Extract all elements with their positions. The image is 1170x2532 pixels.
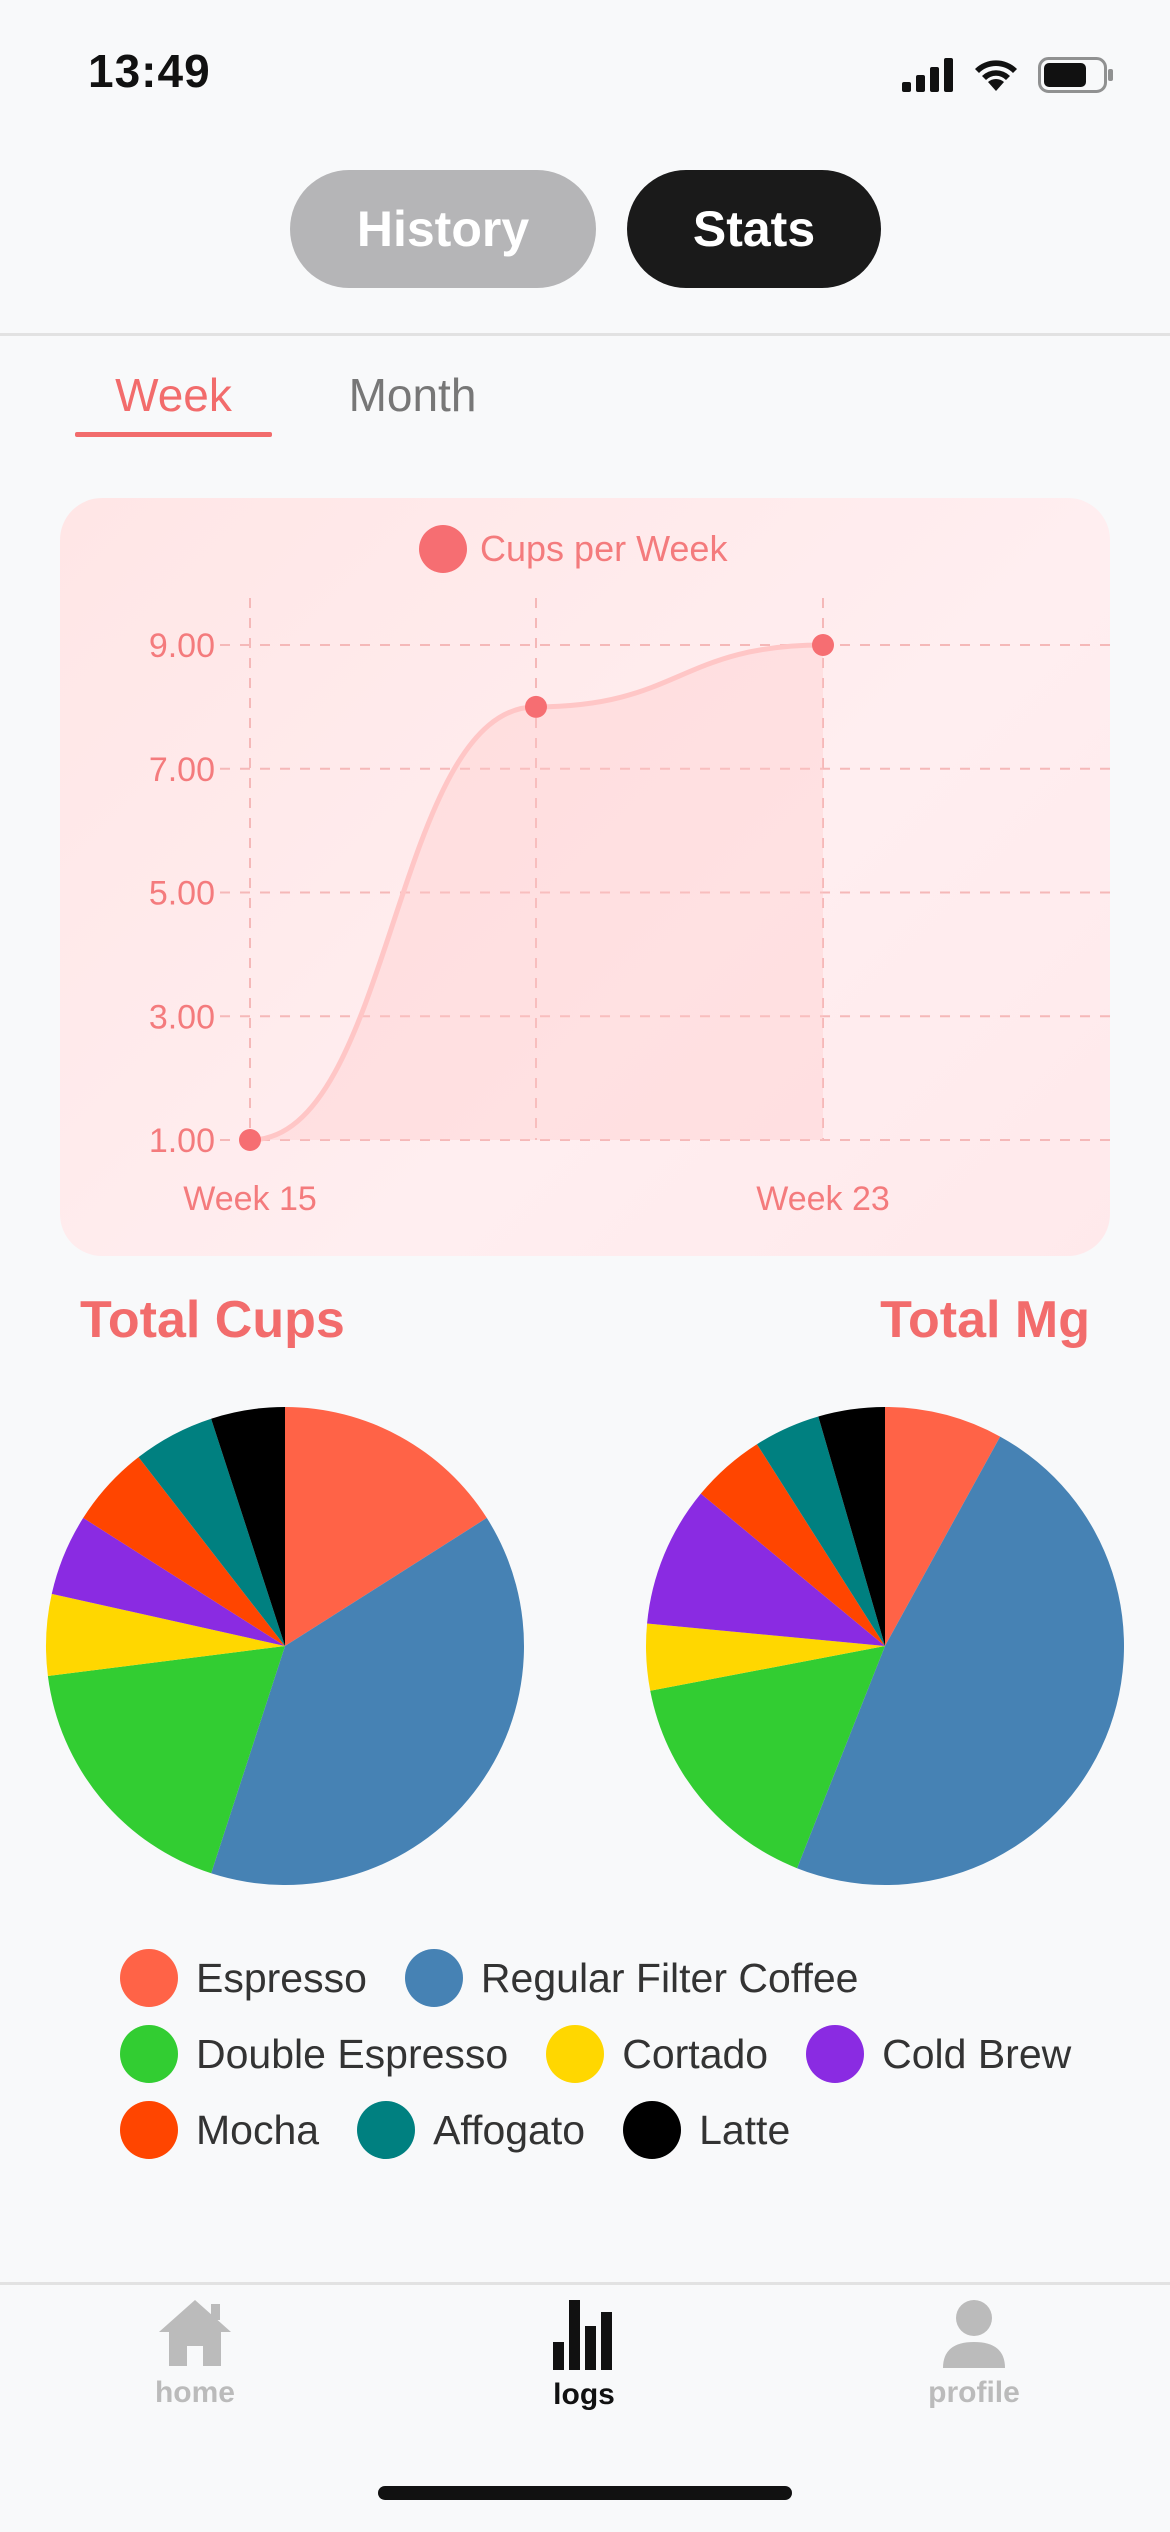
y-tick-label: 7.00 xyxy=(149,751,215,789)
cups-per-week-card xyxy=(60,498,1110,1256)
chart-legend-swatch xyxy=(419,525,467,573)
series-area xyxy=(250,645,823,1140)
pie-slice xyxy=(83,1457,285,1646)
status-time: 13:49 xyxy=(88,45,211,97)
legend-swatch xyxy=(623,2101,682,2159)
legend-label: Cortado xyxy=(622,2030,769,2077)
y-tick-label: 9.00 xyxy=(149,627,215,665)
data-point xyxy=(239,1129,261,1151)
pie-slice xyxy=(650,1646,885,1869)
bar-chart-icon xyxy=(553,2300,612,2370)
legend-label: Espresso xyxy=(196,1954,367,2001)
tab-week-underline xyxy=(75,432,272,437)
nav-divider xyxy=(0,2282,1170,2285)
legend-label: Regular Filter Coffee xyxy=(480,1954,859,2001)
tab-month[interactable]: Month xyxy=(348,369,477,421)
history-button[interactable]: History xyxy=(290,170,596,288)
legend-item: Cortado xyxy=(546,2025,769,2083)
pie-slice xyxy=(45,1593,285,1676)
legend-swatch xyxy=(120,1949,178,2007)
legend-swatch xyxy=(806,2025,865,2083)
nav-logs[interactable]: logs xyxy=(464,2298,704,2428)
pie-slice xyxy=(818,1407,885,1646)
pie-slice xyxy=(285,1407,487,1646)
stats-button[interactable]: Stats xyxy=(627,170,881,288)
pie-slice xyxy=(211,1407,285,1646)
legend-label: Latte xyxy=(699,2106,791,2153)
legend-item: Double Espresso xyxy=(120,2025,509,2083)
legend-item: Espresso xyxy=(120,1949,367,2007)
x-tick-label: Week 15 xyxy=(183,1180,317,1218)
y-tick-label: 1.00 xyxy=(149,1122,215,1160)
status-icons xyxy=(902,50,1114,100)
pie-slice xyxy=(756,1416,885,1646)
legend-swatch xyxy=(357,2101,416,2159)
pie-slice xyxy=(700,1444,885,1646)
total-mg-pie xyxy=(646,1407,1124,1885)
legend-label: Cold Brew xyxy=(882,2030,1072,2077)
pie-slice xyxy=(647,1493,885,1646)
series-line xyxy=(249,642,824,1143)
pie-slice xyxy=(885,1407,1001,1646)
y-tick-label: 3.00 xyxy=(149,998,215,1036)
person-icon xyxy=(943,2300,1005,2368)
legend-item: Mocha xyxy=(120,2101,320,2159)
signal-icon xyxy=(902,58,953,92)
nav-logs-label: logs xyxy=(553,2378,615,2411)
legend-item: Affogato xyxy=(357,2101,586,2159)
legend-label: Double Espresso xyxy=(196,2030,509,2077)
legend-item: Cold Brew xyxy=(806,2025,1072,2083)
legend-label: Mocha xyxy=(196,2106,320,2153)
wifi-icon xyxy=(975,60,1017,91)
total-cups-pie xyxy=(45,1407,525,1885)
legend-swatch xyxy=(546,2025,605,2083)
legend-item: Latte xyxy=(623,2101,791,2159)
pie-slice xyxy=(211,1517,525,1885)
legend-label: Affogato xyxy=(433,2106,586,2153)
total-mg-title: Total Mg xyxy=(880,1291,1090,1349)
legend-swatch xyxy=(120,2101,178,2159)
legend-item: Regular Filter Coffee xyxy=(404,1949,859,2007)
tab-week[interactable]: Week xyxy=(115,369,232,421)
nav-profile-label: profile xyxy=(928,2376,1020,2409)
pie-slice xyxy=(797,1436,1124,1885)
data-point xyxy=(812,634,834,656)
pie-slice xyxy=(47,1646,286,1874)
y-tick-label: 5.00 xyxy=(149,875,215,913)
data-point xyxy=(525,695,547,718)
legend-swatch xyxy=(404,1949,463,2007)
nav-profile[interactable]: profile xyxy=(854,2298,1094,2428)
chart-legend-label: Cups per Week xyxy=(480,528,728,569)
home-indicator xyxy=(378,2486,792,2500)
total-cups-title: Total Cups xyxy=(80,1291,345,1349)
pie-slice xyxy=(646,1623,885,1691)
home-icon xyxy=(159,2300,231,2366)
nav-home[interactable]: home xyxy=(75,2298,315,2428)
pie-slice xyxy=(51,1517,286,1646)
drink-legend: Espresso Regular Filter Coffee Double Espr… xyxy=(120,1949,1100,2159)
legend-swatch xyxy=(120,2025,178,2083)
cups-per-week-chart: 9.00 7.00 5.00 3.00 1.00 Week 15 Week 23 Cups p… xyxy=(149,525,1110,1218)
x-tick-label: Week 23 xyxy=(756,1180,890,1218)
battery-icon xyxy=(1038,57,1113,93)
header-divider xyxy=(0,333,1170,336)
pie-slice xyxy=(138,1418,285,1646)
nav-home-label: home xyxy=(154,2376,235,2409)
